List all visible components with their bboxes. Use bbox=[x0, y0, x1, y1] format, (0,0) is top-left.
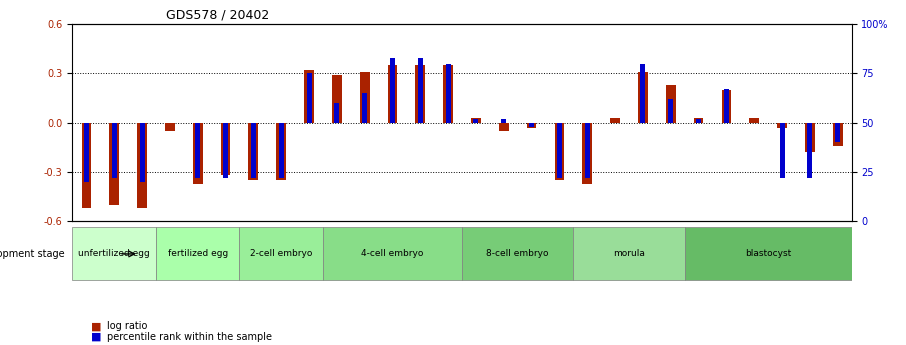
Text: unfertilized egg: unfertilized egg bbox=[78, 249, 150, 258]
Bar bbox=[137, 123, 147, 208]
FancyBboxPatch shape bbox=[573, 227, 685, 280]
Bar bbox=[557, 123, 562, 178]
Text: 2-cell embryo: 2-cell embryo bbox=[250, 249, 313, 258]
Text: log ratio: log ratio bbox=[107, 321, 148, 331]
Bar bbox=[110, 123, 119, 205]
Bar bbox=[248, 123, 258, 180]
Bar bbox=[554, 123, 564, 180]
Bar bbox=[807, 123, 813, 178]
Text: blastocyst: blastocyst bbox=[745, 249, 791, 258]
Bar bbox=[471, 118, 481, 123]
Bar bbox=[304, 70, 313, 123]
Bar bbox=[165, 123, 175, 131]
Bar bbox=[833, 123, 843, 146]
Text: 8-cell embryo: 8-cell embryo bbox=[487, 249, 549, 258]
Bar bbox=[638, 72, 648, 123]
Bar bbox=[84, 123, 89, 182]
Bar bbox=[779, 123, 785, 178]
Bar bbox=[835, 123, 840, 142]
Bar bbox=[195, 123, 200, 178]
Text: GDS578 / 20402: GDS578 / 20402 bbox=[166, 9, 269, 22]
FancyBboxPatch shape bbox=[72, 227, 156, 280]
Text: development stage: development stage bbox=[0, 249, 64, 259]
Bar bbox=[446, 63, 450, 123]
Bar bbox=[360, 72, 370, 123]
Bar bbox=[251, 123, 255, 178]
Bar bbox=[362, 93, 367, 123]
Bar bbox=[388, 65, 398, 123]
Bar bbox=[583, 123, 593, 184]
Bar bbox=[584, 123, 590, 178]
Bar bbox=[721, 90, 731, 123]
Bar bbox=[276, 123, 286, 180]
Bar bbox=[641, 63, 645, 123]
Bar bbox=[443, 65, 453, 123]
Text: ■: ■ bbox=[91, 321, 101, 331]
Bar bbox=[334, 103, 340, 123]
Bar bbox=[418, 58, 423, 123]
Bar bbox=[666, 85, 676, 123]
Bar bbox=[279, 123, 284, 178]
Bar bbox=[669, 99, 673, 123]
Bar bbox=[416, 65, 425, 123]
Text: morula: morula bbox=[613, 249, 645, 258]
Text: ■: ■ bbox=[91, 332, 101, 342]
Bar bbox=[221, 123, 230, 175]
FancyBboxPatch shape bbox=[462, 227, 573, 280]
Bar bbox=[724, 89, 729, 123]
Bar bbox=[111, 123, 117, 178]
Bar bbox=[306, 73, 312, 123]
Bar bbox=[332, 75, 342, 123]
Bar bbox=[805, 123, 814, 152]
Bar bbox=[749, 118, 759, 123]
Text: 4-cell embryo: 4-cell embryo bbox=[361, 249, 424, 258]
FancyBboxPatch shape bbox=[685, 227, 852, 280]
Bar bbox=[474, 119, 478, 123]
FancyBboxPatch shape bbox=[156, 227, 239, 280]
Bar bbox=[526, 123, 536, 128]
Bar bbox=[696, 119, 701, 123]
Bar bbox=[501, 119, 506, 123]
Text: percentile rank within the sample: percentile rank within the sample bbox=[107, 332, 272, 342]
FancyBboxPatch shape bbox=[323, 227, 462, 280]
Bar bbox=[611, 118, 620, 123]
Bar bbox=[694, 118, 703, 123]
Bar bbox=[140, 123, 145, 182]
Bar bbox=[529, 123, 535, 127]
FancyBboxPatch shape bbox=[239, 227, 323, 280]
Text: fertilized egg: fertilized egg bbox=[168, 249, 227, 258]
Bar bbox=[777, 123, 787, 128]
Bar bbox=[82, 123, 92, 208]
Bar bbox=[193, 123, 203, 184]
Bar bbox=[390, 58, 395, 123]
Bar bbox=[223, 123, 228, 178]
Bar bbox=[499, 123, 508, 131]
